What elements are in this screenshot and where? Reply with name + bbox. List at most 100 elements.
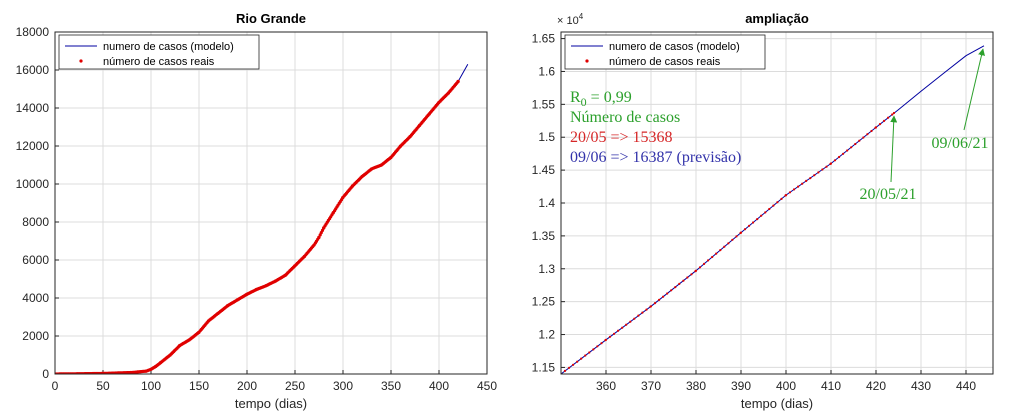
data-point — [727, 242, 730, 245]
annotation-line: 09/06 => 16387 (previsão) — [570, 149, 741, 166]
y-tick-label: 16000 — [16, 63, 50, 77]
data-point — [572, 363, 575, 366]
plot-area — [55, 32, 487, 374]
data-point — [649, 305, 653, 308]
data-point — [892, 111, 896, 115]
data-point — [821, 168, 824, 171]
data-point — [813, 174, 816, 177]
x-tick-label: 200 — [237, 379, 257, 393]
data-point — [719, 249, 722, 252]
legend-box — [564, 34, 766, 70]
data-point — [456, 79, 460, 83]
x-axis-label: tempo (dias) — [235, 396, 307, 411]
data-point — [604, 338, 608, 341]
data-point — [678, 282, 681, 285]
y-tick-label: 12000 — [16, 139, 50, 153]
data-point — [723, 245, 726, 248]
annotation-arrow — [890, 115, 898, 183]
data-point — [690, 273, 693, 276]
data-point — [825, 165, 828, 168]
data-point — [686, 276, 689, 279]
y-tick-label: 8000 — [22, 215, 49, 229]
data-point — [878, 123, 882, 126]
data-point — [801, 182, 804, 185]
annotation-date: 09/06/21 — [932, 135, 989, 152]
data-point — [707, 259, 710, 262]
x-tick-label: 400 — [429, 379, 449, 393]
x-tick-label: 100 — [141, 379, 161, 393]
data-point — [629, 320, 632, 323]
data-point — [735, 235, 738, 238]
data-point — [793, 188, 796, 191]
data-point — [780, 197, 783, 200]
data-point — [568, 366, 571, 369]
data-point — [858, 139, 861, 142]
x-tick-label: 360 — [596, 379, 616, 393]
y-tick-label: 1.4 — [538, 196, 555, 210]
data-point — [653, 302, 657, 305]
data-point — [788, 191, 792, 194]
legend-swatch-marker — [79, 59, 83, 63]
data-point — [674, 286, 677, 289]
legend-entry: numero de casos (modelo) — [103, 41, 234, 53]
data-point — [637, 314, 640, 317]
data-point — [703, 262, 706, 265]
y-tick-label: 1.25 — [532, 295, 556, 309]
legend-entry: número de casos reais — [609, 56, 721, 68]
x-axis-label: tempo (dias) — [741, 396, 813, 411]
data-point — [862, 136, 865, 139]
y-tick-label: 1.55 — [532, 97, 556, 111]
data-point — [784, 194, 788, 197]
data-point — [874, 126, 878, 129]
data-point — [576, 360, 579, 363]
data-point — [776, 201, 779, 204]
x-tick-label: 450 — [477, 379, 497, 393]
x-tick-label: 0 — [52, 379, 59, 393]
data-point — [756, 218, 759, 221]
data-point — [580, 357, 583, 360]
y-tick-label: 2000 — [22, 329, 49, 343]
data-point — [854, 142, 857, 146]
annotation-line: Número de casos — [570, 109, 680, 126]
x-tick-label: 250 — [285, 379, 305, 393]
data-point — [817, 171, 820, 174]
data-point — [838, 155, 841, 159]
axes-box — [54, 31, 488, 375]
x-tick-label: 50 — [96, 379, 110, 393]
chart-1: 0 50 100 150 200 250 300 350 400 450 0 2000 4000 6000… — [16, 11, 498, 411]
data-point — [588, 351, 591, 354]
data-point — [670, 289, 673, 292]
y-tick-label: 1.6 — [538, 64, 555, 78]
data-point — [768, 207, 771, 211]
y-tick-label: 1.3 — [538, 262, 555, 276]
annotation-date: 20/05/21 — [860, 186, 917, 203]
data-point — [613, 332, 616, 335]
data-point — [887, 116, 890, 119]
data-point — [711, 255, 714, 259]
data-point — [662, 295, 665, 298]
data-point — [805, 179, 808, 182]
data-point — [850, 146, 853, 149]
data-point — [797, 185, 800, 188]
data-point — [621, 326, 624, 329]
data-point — [809, 177, 812, 180]
y-tick-label: 1.45 — [532, 163, 556, 177]
y-exponent: 4 — [579, 12, 584, 21]
x-tick-label: 390 — [731, 379, 751, 393]
data-point — [748, 224, 751, 227]
data-point — [608, 335, 612, 338]
data-point — [641, 311, 644, 314]
y-tick-label: 1.5 — [538, 130, 555, 144]
data-point — [883, 119, 886, 122]
data-point — [891, 113, 894, 116]
data-point — [682, 279, 685, 282]
data-point — [698, 266, 702, 269]
data-point — [842, 152, 845, 155]
y-tick-label: 10000 — [16, 177, 50, 191]
legend-swatch-marker — [585, 59, 589, 63]
data-point — [829, 162, 833, 165]
data-point — [694, 269, 698, 272]
y-tick-label: 4000 — [22, 291, 49, 305]
